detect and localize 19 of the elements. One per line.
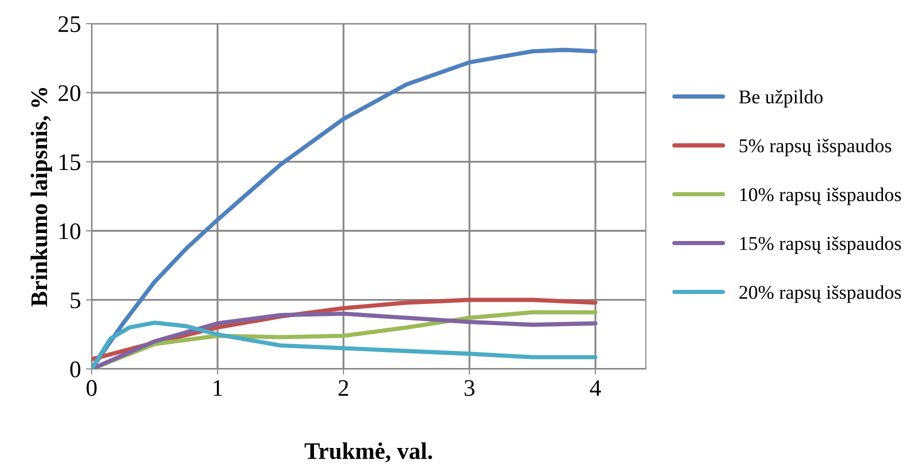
x-tick-label: 0 <box>86 380 97 396</box>
y-tick-label: 20 <box>58 85 80 102</box>
legend-label: Be užpildo <box>739 90 823 108</box>
y-tick-label: 5 <box>70 292 80 308</box>
line-series <box>92 320 598 369</box>
x-tick-label: 2 <box>338 380 348 396</box>
y-tick-label: 15 <box>60 154 80 170</box>
x-tick-label: 4 <box>590 380 601 396</box>
y-axis-title: Brinkumo laipsnis, % <box>30 88 52 306</box>
legend-label: 10% rapsų išspaudos <box>740 188 901 206</box>
y-tick-label: 10 <box>60 223 80 240</box>
legend-label: 15% rapsų išspaudos <box>740 236 901 254</box>
x-axis-title: Trukmė, val. <box>304 442 432 462</box>
y-tick-label: 25 <box>58 16 80 32</box>
y-tick-label: 0 <box>70 361 80 378</box>
x-tick-label: 1 <box>214 380 222 396</box>
legend-label: 5% rapsų išspaudos <box>740 138 892 156</box>
x-tick-label: 3 <box>464 380 474 396</box>
legend-label: 20% rapsų išspaudos <box>739 285 901 303</box>
